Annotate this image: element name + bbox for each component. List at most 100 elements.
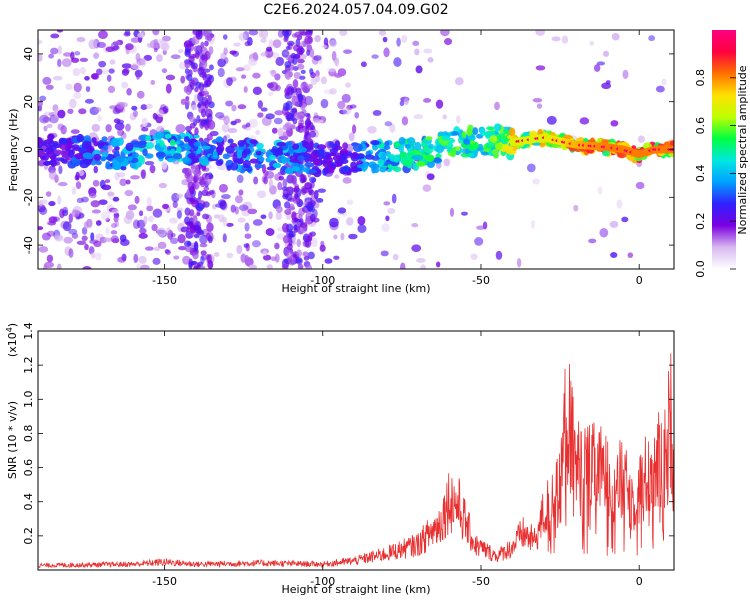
heatmap-cell xyxy=(317,148,325,158)
x-tick-label: -50 xyxy=(472,274,490,287)
heatmap-cell xyxy=(277,146,283,155)
heatmap-cell xyxy=(256,190,267,199)
heatmap-cell xyxy=(114,171,120,181)
heatmap-cell xyxy=(152,208,163,218)
heatmap-cell xyxy=(603,50,610,57)
heatmap-cell xyxy=(50,33,60,39)
heatmap-cell xyxy=(141,117,148,127)
heatmap-cell xyxy=(323,166,330,174)
y-tick-label: 40 xyxy=(22,47,35,61)
heatmap-cell xyxy=(145,135,152,142)
heatmap-cell xyxy=(166,227,171,234)
heatmap-cell xyxy=(472,127,479,136)
heatmap-cell xyxy=(183,240,192,248)
heatmap-cell xyxy=(354,111,360,119)
heatmap-cell xyxy=(97,114,102,122)
heatmap-cell xyxy=(45,191,52,197)
heatmap-cell xyxy=(297,155,305,162)
heatmap-cell xyxy=(329,88,337,95)
heatmap-cell xyxy=(416,161,426,167)
heatmap-cell xyxy=(420,264,427,269)
heatmap-cell xyxy=(621,216,629,223)
heatmap-cell xyxy=(272,162,282,169)
heatmap-cell xyxy=(262,250,268,257)
heatmap-cell xyxy=(252,72,261,79)
heatmap-cell xyxy=(414,48,420,56)
heatmap-cell xyxy=(84,243,89,251)
heatmap-cell xyxy=(485,141,495,149)
heatmap-cell xyxy=(597,186,603,195)
heatmap-cell xyxy=(190,62,198,70)
heatmap-cell xyxy=(164,133,172,139)
heatmap-cell xyxy=(342,177,352,184)
heatmap-cell xyxy=(42,116,52,123)
heatmap-cell xyxy=(125,142,134,152)
heatmap-cell xyxy=(333,234,338,240)
heatmap-cell xyxy=(413,155,424,161)
heatmap-cell xyxy=(304,38,310,45)
heatmap-cell xyxy=(182,156,190,163)
heatmap-cell xyxy=(284,122,292,129)
heatmap-cell xyxy=(199,234,208,245)
heatmap-cell xyxy=(297,58,305,64)
heatmap-cell xyxy=(123,214,133,225)
heatmap-cell xyxy=(233,42,241,47)
heatmap-cell xyxy=(297,63,305,70)
heatmap-cell xyxy=(274,73,281,81)
heatmap-cell xyxy=(63,52,72,57)
heatmap-cell xyxy=(268,178,274,189)
heatmap-cell xyxy=(120,165,127,171)
heatmap-cell xyxy=(380,250,389,257)
heatmap-cell xyxy=(320,98,329,109)
heatmap-cell xyxy=(222,153,230,160)
heatmap-cell xyxy=(312,149,319,155)
heatmap-cell xyxy=(161,35,171,42)
heatmap-cell xyxy=(72,67,81,77)
heatmap-cell xyxy=(71,159,81,166)
x-tick-label: -50 xyxy=(472,575,490,588)
heatmap-cell xyxy=(546,115,557,125)
heatmap-cell xyxy=(189,209,195,217)
heatmap-cell xyxy=(269,187,277,192)
heatmap-cell xyxy=(252,219,263,226)
heatmap-cell xyxy=(258,30,264,38)
heatmap-cell xyxy=(227,138,234,144)
heatmap-cell xyxy=(152,112,158,120)
heatmap-cell xyxy=(146,42,155,48)
heatmap-cell xyxy=(167,229,174,240)
heatmap-cell xyxy=(191,157,201,163)
heatmap-cell xyxy=(257,112,264,118)
heatmap-cell xyxy=(130,175,140,180)
heatmap-cell xyxy=(208,46,214,55)
heatmap-cell xyxy=(162,203,169,210)
heatmap-cell xyxy=(275,56,285,66)
heatmap-cell xyxy=(81,140,92,150)
heatmap-cell xyxy=(197,67,204,75)
heatmap-cell xyxy=(52,75,63,81)
heatmap-cell xyxy=(84,98,95,104)
y-tick-label: 0.4 xyxy=(22,493,35,511)
heatmap-cell xyxy=(200,141,208,147)
heatmap-cell xyxy=(91,123,100,132)
heatmap-cell xyxy=(68,248,74,258)
y-tick-label: 1.4 xyxy=(22,322,35,340)
heatmap-cell xyxy=(191,104,198,111)
heatmap-cell xyxy=(470,253,478,260)
heatmap-cell xyxy=(278,175,285,181)
heatmap-cell xyxy=(627,252,634,258)
heatmap-cell xyxy=(297,263,304,269)
heatmap-cell xyxy=(284,208,292,216)
heatmap-cell xyxy=(258,156,265,162)
heatmap-cell xyxy=(432,157,442,163)
heatmap-cell xyxy=(296,249,302,258)
heatmap-cell xyxy=(270,69,277,77)
heatmap-cell xyxy=(266,46,273,52)
heatmap-cell xyxy=(244,254,250,263)
heatmap-cell xyxy=(61,58,72,68)
heatmap-cell xyxy=(188,55,195,64)
heatmap-cell xyxy=(474,237,484,246)
heatmap-cell xyxy=(200,159,210,166)
heatmap-cell xyxy=(79,57,89,63)
heatmap-cell xyxy=(238,204,249,211)
heatmap-cell xyxy=(298,214,303,219)
